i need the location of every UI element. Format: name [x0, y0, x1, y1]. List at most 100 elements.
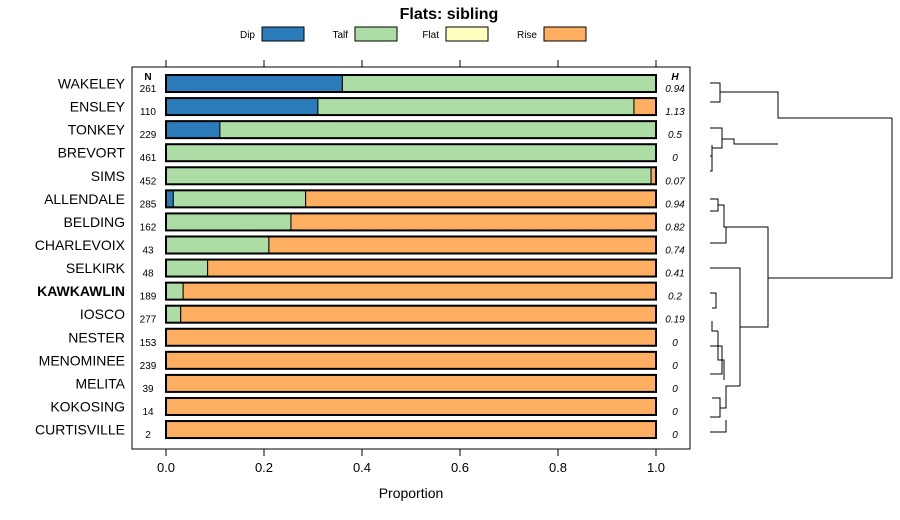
bar-iosco-talf [165, 305, 182, 324]
n-value-menominee: 239 [140, 361, 157, 372]
bar-outline-sims [165, 166, 657, 186]
n-value-tonkey: 229 [140, 130, 157, 141]
bar-belding-rise [290, 212, 657, 231]
bar-kokosing-rise [165, 397, 657, 416]
legend: Dip Talf Flat Rise [240, 26, 587, 42]
bar-outline-curtisville [165, 420, 657, 440]
n-value-iosco: 277 [140, 315, 157, 326]
bar-charlevoix-talf [165, 235, 270, 254]
x-tick-label: 0.6 [451, 460, 469, 475]
row-label-ensley: ENSLEY [70, 99, 126, 115]
row-label-kokosing: KOKOSING [50, 398, 125, 414]
legend-label-rise: Rise [517, 30, 537, 41]
row-label-belding: BELDING [64, 214, 125, 230]
x-tick-label: 0.2 [255, 460, 273, 475]
x-axis-label: Proportion [379, 485, 444, 501]
h-value-brevort: 0 [672, 153, 678, 164]
bar-ensley-dip [165, 97, 319, 116]
bar-outline-menominee [165, 350, 657, 370]
bar-outline-nester [165, 327, 657, 347]
h-value-allendale: 0.94 [665, 199, 685, 210]
dendrogram-branch [710, 227, 727, 244]
row-label-selkirk: SELKIRK [66, 260, 126, 276]
bar-outline-melita [165, 373, 657, 393]
h-value-wakeley: 0.94 [665, 84, 685, 95]
bar-kawkawlin-talf [165, 282, 184, 301]
dendrogram-branch [768, 118, 893, 279]
n-value-selkirk: 48 [142, 269, 154, 280]
bar-tonkey-dip [165, 120, 221, 139]
legend-swatch-talf [354, 26, 398, 42]
row-label-charlevoix: CHARLEVOIX [35, 237, 126, 253]
bar-charlevoix-rise [268, 235, 657, 254]
bar-rows: WAKELEY 261 0.94 ENSLEY 110 1.13 TONKEY 229 0.5 B… [35, 74, 685, 441]
n-value-kawkawlin: 189 [140, 292, 157, 303]
bar-melita-rise [165, 374, 657, 393]
dendrogram-branch [718, 204, 726, 228]
row-label-nester: NESTER [68, 329, 125, 345]
h-value-charlevoix: 0.74 [665, 245, 685, 256]
dendrogram-branch [711, 321, 718, 332]
bar-allendale-rise [305, 189, 657, 208]
dendrogram-branch [710, 397, 721, 418]
h-value-sims: 0.07 [665, 176, 685, 187]
plot-frame [131, 66, 691, 450]
bar-menominee-rise [165, 351, 657, 370]
bar-nester-rise [165, 328, 657, 347]
n-value-charlevoix: 43 [142, 245, 154, 256]
bar-selkirk-rise [207, 259, 657, 278]
n-value-wakeley: 261 [140, 84, 157, 95]
row-label-sims: SIMS [91, 168, 125, 184]
bar-wakeley-dip [165, 74, 343, 93]
dendrogram-branch [722, 138, 778, 145]
h-value-iosco: 0.19 [665, 315, 685, 326]
bar-kawkawlin-rise [182, 282, 657, 301]
bar-belding-talf [165, 212, 292, 231]
legend-label-talf: Talf [332, 30, 348, 41]
dendrogram-branch [710, 267, 741, 386]
h-value-ensley: 1.13 [665, 107, 685, 118]
bar-brevort-talf [165, 143, 657, 162]
row-label-menominee: MENOMINEE [39, 352, 125, 368]
n-value-allendale: 285 [140, 199, 157, 210]
bar-iosco-rise [180, 305, 657, 324]
h-value-tonkey: 0.5 [668, 130, 682, 141]
bar-selkirk-talf [165, 259, 209, 278]
h-value-curtisville: 0 [672, 430, 678, 441]
h-value-nester: 0 [672, 338, 678, 349]
bar-outline-tonkey [165, 120, 657, 140]
dendrogram-branch [740, 278, 769, 328]
bar-ensley-talf [317, 97, 635, 116]
bar-outline-selkirk [165, 258, 657, 278]
bar-outline-ensley [165, 97, 657, 117]
bar-outline-wakeley [165, 74, 657, 93]
row-label-kawkawlin: KAWKAWLIN [37, 283, 125, 299]
legend-label-flat: Flat [422, 30, 439, 41]
row-label-melita: MELITA [75, 375, 125, 391]
h-value-kawkawlin: 0.2 [668, 292, 682, 303]
legend-swatch-rise [543, 26, 587, 42]
bar-outline-charlevoix [165, 235, 657, 255]
x-tick-label: 0.8 [549, 460, 567, 475]
dendrogram-branch [710, 145, 713, 172]
chart-title: Flats: sibling [400, 6, 499, 23]
n-value-kokosing: 14 [142, 407, 154, 418]
n-value-melita: 39 [142, 384, 154, 395]
n-value-sims: 452 [140, 176, 157, 187]
bar-outline-kawkawlin [165, 281, 657, 301]
row-label-tonkey: TONKEY [68, 122, 126, 138]
bar-allendale-talf [172, 189, 307, 208]
legend-label-dip: Dip [240, 30, 255, 41]
bar-curtisville-rise [165, 420, 657, 439]
bar-outline-kokosing [165, 396, 657, 416]
bar-outline-belding [165, 212, 657, 232]
n-value-belding: 162 [140, 222, 157, 233]
dendrogram [710, 82, 893, 433]
dendrogram-branch [710, 127, 723, 149]
n-value-ensley: 110 [140, 107, 156, 118]
bar-allendale-dip [165, 189, 174, 208]
h-column-header: H [671, 72, 679, 83]
n-value-brevort: 461 [140, 153, 157, 164]
x-axis: 0.0 0.2 0.4 0.6 0.8 1.0 [157, 60, 665, 475]
bar-wakeley-talf [341, 74, 657, 93]
